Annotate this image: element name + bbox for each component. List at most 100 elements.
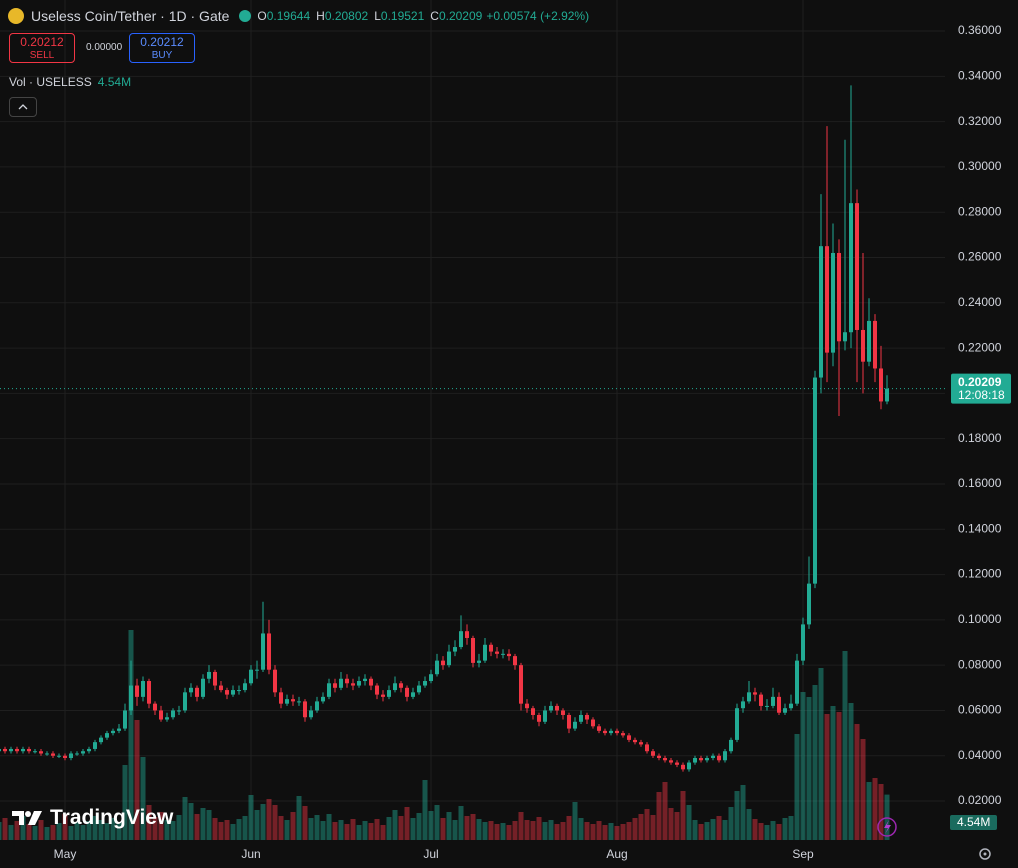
candle-body xyxy=(105,733,109,738)
volume-bar xyxy=(140,757,146,840)
candle-body xyxy=(369,678,373,686)
volume-bar xyxy=(596,821,602,840)
volume-bar xyxy=(524,820,530,840)
candle-body xyxy=(849,203,853,333)
candle-body xyxy=(297,701,301,703)
change: +0.00574 (+2.92%) xyxy=(486,9,590,23)
volume-bar xyxy=(230,824,236,840)
volume-bar xyxy=(356,825,362,840)
volume-bar xyxy=(734,791,740,840)
volume-bar xyxy=(350,819,356,840)
volume-bar xyxy=(278,816,284,840)
volume-bar xyxy=(686,805,692,840)
candle-body xyxy=(837,252,841,342)
volume-bar xyxy=(638,814,644,840)
candle-body xyxy=(195,687,199,697)
candle-body xyxy=(51,753,55,756)
y-tick-label: 0.34000 xyxy=(958,68,1002,82)
volume-bar xyxy=(50,825,56,840)
volume-bar xyxy=(506,825,512,840)
volume-bar xyxy=(248,795,254,840)
volume-bar xyxy=(260,804,266,840)
volume-bar xyxy=(728,807,734,840)
volume-bar xyxy=(860,739,866,840)
last-price-badge xyxy=(951,373,1011,404)
volume-bar xyxy=(284,820,290,840)
volume-bar xyxy=(800,692,806,840)
volume-bar xyxy=(608,823,614,840)
volume-bar xyxy=(386,817,392,840)
candle-body xyxy=(885,388,889,402)
candle-body xyxy=(0,748,1,752)
candle-body xyxy=(759,694,763,706)
y-tick-label: 0.06000 xyxy=(958,703,1002,717)
collapse-button[interactable] xyxy=(9,97,37,117)
volume-bar xyxy=(152,817,158,840)
ohlc-value: 0.20802 xyxy=(324,9,369,23)
candle-body xyxy=(861,329,865,362)
candle-body xyxy=(843,332,847,342)
ohlc-key: H xyxy=(316,9,325,23)
y-tick-label: 0.10000 xyxy=(958,612,1002,626)
symbol-title[interactable]: Useless Coin/Tether · 1D · Gate xyxy=(31,8,230,24)
candle-body xyxy=(723,751,727,761)
volume-bar xyxy=(512,821,518,840)
candle-body xyxy=(813,377,817,584)
volume-bar xyxy=(440,818,446,840)
volume-bar xyxy=(176,815,182,840)
candle-body xyxy=(363,678,367,682)
volume-bar xyxy=(590,824,596,840)
candle-body xyxy=(795,660,799,704)
candle-body xyxy=(591,719,595,727)
volume-bar xyxy=(656,792,662,840)
candle-body xyxy=(231,690,235,695)
candle-body xyxy=(489,644,493,652)
candle-body xyxy=(249,669,253,684)
volume-bar xyxy=(38,820,44,840)
volume-bar xyxy=(458,806,464,840)
candle-body xyxy=(663,758,667,761)
candle-body xyxy=(189,687,193,693)
volume-bar xyxy=(536,817,542,840)
volume-bar xyxy=(290,812,296,840)
volume-bar xyxy=(206,810,212,840)
candle-body xyxy=(789,703,793,709)
candle-body xyxy=(459,631,463,648)
volume-bar xyxy=(806,697,812,840)
volume-bar xyxy=(80,825,86,840)
volume-bar xyxy=(836,712,842,840)
volume-bar xyxy=(758,823,764,840)
volume-bar xyxy=(404,807,410,840)
candle-body xyxy=(9,748,13,752)
sell-label: SELL xyxy=(29,50,55,61)
volume-bar xyxy=(344,824,350,840)
countdown-label: 12:08:18 xyxy=(958,388,1005,402)
volume-bar xyxy=(428,811,434,840)
candle-body xyxy=(57,755,61,757)
candle-body xyxy=(237,690,241,692)
volume-bar xyxy=(572,802,578,840)
volume-bar xyxy=(710,819,716,840)
volume-bar xyxy=(296,796,302,840)
buy-button[interactable]: 0.20212 BUY xyxy=(129,33,195,63)
candle-body xyxy=(183,692,187,711)
y-tick-label: 0.16000 xyxy=(958,476,1002,490)
candle-body xyxy=(135,685,139,697)
volume-bar xyxy=(434,805,440,840)
volume-bar xyxy=(392,810,398,840)
candle-body xyxy=(873,320,877,369)
sell-button[interactable]: 0.20212 SELL xyxy=(9,33,75,63)
volume-bar xyxy=(236,819,242,840)
candle-body xyxy=(219,685,223,691)
volume-bar xyxy=(476,819,482,840)
candle-body xyxy=(315,701,319,711)
volume-bar xyxy=(374,819,380,840)
candle-body xyxy=(159,710,163,720)
candle-body xyxy=(267,633,271,670)
volume-bar xyxy=(542,822,548,840)
candle-body xyxy=(87,748,91,752)
lightning-icon xyxy=(884,820,891,834)
candle-body xyxy=(513,656,517,666)
grid xyxy=(0,0,945,840)
candle-body xyxy=(669,760,673,763)
